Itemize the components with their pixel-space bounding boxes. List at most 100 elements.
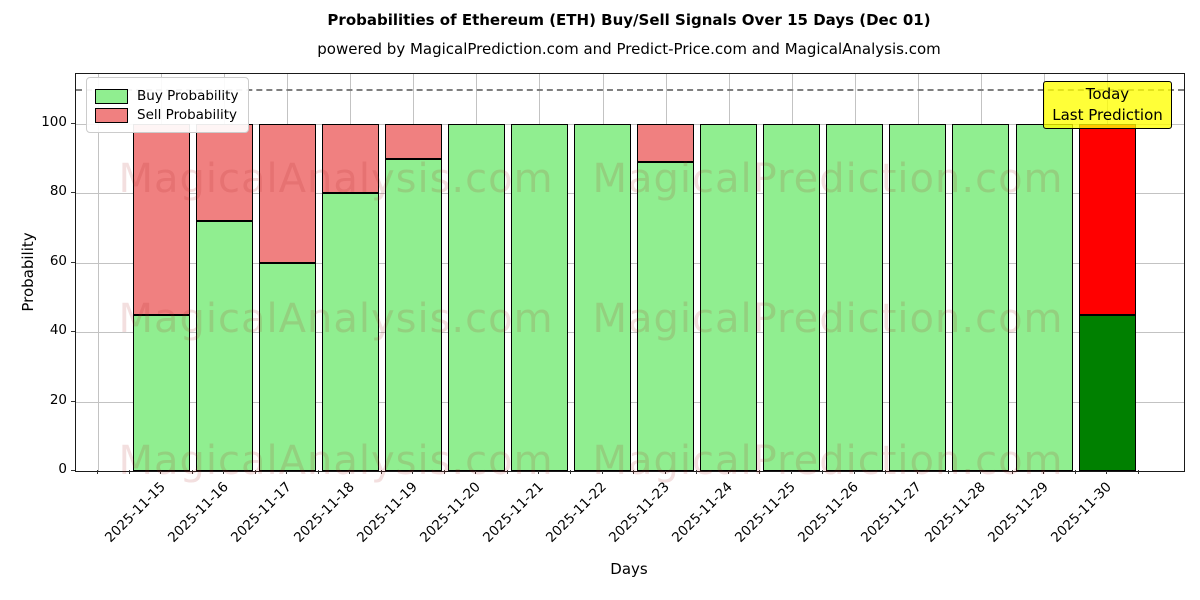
plot-area: MagicalAnalysis.com MagicalPrediction.com…	[75, 73, 1185, 484]
x-tickmark	[916, 470, 918, 474]
annotation-line-2: Last Prediction	[1052, 106, 1163, 124]
x-tick-label: 2025-11-28	[921, 479, 989, 546]
x-tickmark	[633, 470, 635, 474]
buy-bar-2025-11-23	[637, 162, 695, 471]
y-tick-label: 40	[49, 322, 67, 339]
legend-row-sell: Sell Probability	[95, 107, 238, 123]
x-tick-label: 2025-11-17	[227, 479, 295, 546]
legend-label-sell: Sell Probability	[137, 107, 238, 123]
x-tick-label: 2025-11-26	[795, 479, 863, 546]
y-axis-label: Probability	[19, 232, 37, 312]
watermark-magicalanalysis: MagicalAnalysis.com	[118, 296, 554, 342]
x-tickmark	[885, 470, 887, 474]
sell-bar-2025-11-30	[1078, 124, 1136, 315]
x-tickmark	[601, 470, 603, 474]
buy-bar-2025-11-17	[258, 262, 316, 471]
x-tick-label: 2025-11-24	[669, 479, 737, 546]
x-tickmark	[790, 470, 792, 474]
y-tickmark	[71, 400, 75, 402]
x-tickmark	[1106, 470, 1108, 474]
buy-bar-2025-11-18	[321, 193, 379, 471]
x-tick-label: 2025-11-27	[858, 479, 926, 546]
sell-bar-2025-11-16	[195, 124, 253, 222]
watermark-magicalanalysis: MagicalAnalysis.com	[118, 438, 554, 484]
y-tickmark	[71, 470, 75, 471]
watermark-magicalprediction: MagicalPrediction.com	[592, 438, 1064, 484]
buy-bar-2025-11-27	[889, 124, 947, 471]
legend: Buy Probability Sell Probability	[86, 77, 250, 133]
x-tickmark	[443, 470, 445, 474]
buy-bar-2025-11-28	[952, 124, 1010, 471]
x-tick-label: 2025-11-25	[732, 479, 800, 546]
today-annotation-box: Today Last Prediction	[1043, 81, 1172, 129]
y-tick-label: 0	[58, 461, 67, 477]
x-tick-label: 2025-11-19	[353, 479, 421, 546]
y-tickmark	[71, 123, 75, 124]
x-tickmark	[349, 470, 351, 474]
x-tickmark	[1043, 470, 1045, 474]
sell-bar-2025-11-15	[132, 124, 190, 315]
buy-bar-2025-11-16	[195, 221, 253, 471]
x-tick-label: 2025-11-20	[416, 479, 484, 546]
x-tickmark	[475, 470, 477, 474]
watermark-magicalprediction: MagicalPrediction.com	[592, 296, 1064, 342]
buy-bar-2025-11-22	[574, 124, 632, 471]
x-tickmark	[1074, 470, 1076, 474]
x-tickmark	[853, 470, 855, 474]
chart-subtitle: powered by MagicalPrediction.com and Pre…	[317, 40, 941, 58]
sell-color-swatch	[95, 107, 128, 123]
x-tickmark	[191, 470, 193, 474]
x-tick-label: 2025-11-18	[290, 479, 358, 546]
x-tick-label: 2025-11-16	[164, 479, 232, 546]
buy-bar-2025-11-26	[826, 124, 884, 471]
x-tickmark	[570, 470, 572, 474]
x-tick-label: 2025-11-23	[606, 479, 673, 546]
y-tick-label: 80	[49, 183, 67, 200]
x-tickmark	[979, 470, 981, 474]
x-tickmark	[822, 470, 824, 474]
x-tickmark	[97, 470, 98, 474]
watermark-magicalanalysis: MagicalAnalysis.com	[118, 156, 554, 202]
x-tickmark	[160, 470, 162, 474]
threshold-dashed-line	[76, 89, 1184, 92]
sell-bar-2025-11-17	[258, 124, 316, 263]
x-axis-label: Days	[610, 560, 648, 578]
sell-bar-2025-11-18	[321, 124, 379, 194]
buy-bar-2025-11-24	[700, 124, 758, 471]
x-tickmark	[380, 470, 382, 474]
y-tick-label: 20	[49, 391, 67, 408]
buy-bar-2025-11-30	[1078, 314, 1136, 471]
buy-color-swatch	[95, 88, 128, 104]
y-tick-label: 100	[41, 114, 67, 130]
x-tickmark	[759, 470, 761, 474]
x-tick-label: 2025-11-21	[479, 479, 547, 546]
x-tick-label: 2025-11-29	[984, 479, 1052, 546]
legend-label-buy: Buy Probability	[137, 88, 239, 104]
sell-bar-2025-11-19	[384, 124, 442, 159]
x-tickmark	[254, 470, 256, 474]
x-tick-label: 2025-11-15	[101, 479, 169, 546]
x-tickmark	[128, 470, 130, 474]
x-tickmark	[664, 470, 666, 474]
x-tickmark	[696, 470, 698, 474]
watermark-magicalprediction: MagicalPrediction.com	[592, 156, 1064, 202]
x-tickmark	[1137, 470, 1139, 474]
x-tickmark	[538, 470, 540, 474]
x-tickmark	[286, 470, 288, 474]
x-tickmark	[506, 470, 508, 474]
x-tickmark	[412, 470, 414, 474]
x-tick-label: 2025-11-30	[1047, 479, 1115, 546]
annotation-line-1: Today	[1085, 85, 1130, 103]
x-tickmark	[317, 470, 319, 474]
x-tickmark	[1011, 470, 1013, 474]
buy-bar-2025-11-20	[447, 124, 505, 471]
buy-bar-2025-11-29	[1015, 124, 1073, 471]
x-tickmark	[948, 470, 950, 474]
sell-bar-2025-11-23	[637, 124, 695, 163]
y-tickmark	[71, 261, 75, 263]
y-tick-label: 60	[49, 252, 67, 269]
legend-row-buy: Buy Probability	[95, 88, 238, 104]
chart-title: Probabilities of Ethereum (ETH) Buy/Sell…	[327, 11, 931, 29]
x-tickmark	[223, 470, 225, 474]
